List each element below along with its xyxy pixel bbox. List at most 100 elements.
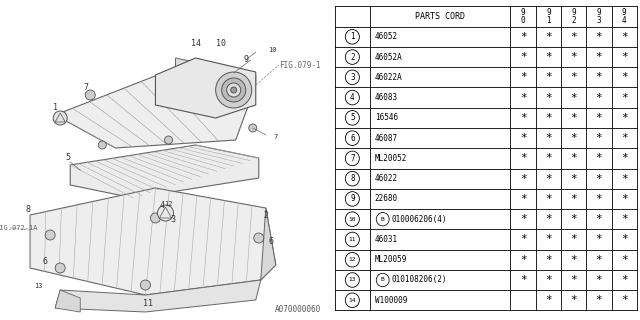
Text: 9
0: 9 0 (521, 8, 525, 25)
Circle shape (249, 124, 257, 132)
Circle shape (221, 78, 246, 102)
Circle shape (253, 233, 264, 243)
Text: 13: 13 (349, 277, 356, 283)
Text: *: * (596, 133, 602, 143)
Text: 11: 11 (143, 300, 154, 308)
Text: 9: 9 (350, 195, 355, 204)
Text: W100009: W100009 (374, 296, 407, 305)
Text: *: * (520, 52, 527, 62)
Polygon shape (156, 58, 256, 118)
Text: *: * (545, 214, 552, 224)
Circle shape (230, 87, 237, 93)
Polygon shape (55, 280, 260, 312)
Text: *: * (520, 72, 527, 82)
Text: *: * (621, 153, 628, 164)
Text: B: B (381, 277, 385, 283)
Text: 9
3: 9 3 (596, 8, 602, 25)
Text: 010006206(4): 010006206(4) (392, 215, 447, 224)
Text: *: * (545, 255, 552, 265)
Text: *: * (621, 92, 628, 103)
Text: *: * (621, 174, 628, 184)
Text: 10: 10 (216, 38, 226, 47)
Text: 2: 2 (263, 211, 268, 220)
Text: 9
2: 9 2 (572, 8, 576, 25)
Text: *: * (596, 194, 602, 204)
Text: *: * (545, 295, 552, 305)
Text: 9: 9 (243, 55, 248, 65)
Text: *: * (520, 255, 527, 265)
Text: *: * (570, 72, 577, 82)
Text: *: * (545, 194, 552, 204)
Text: *: * (621, 194, 628, 204)
Text: *: * (621, 32, 628, 42)
Text: *: * (520, 194, 527, 204)
Text: 7: 7 (274, 134, 278, 140)
Text: *: * (520, 92, 527, 103)
Text: *: * (570, 113, 577, 123)
Text: *: * (621, 133, 628, 143)
Text: 10: 10 (349, 217, 356, 222)
Text: *: * (596, 275, 602, 285)
Text: *: * (621, 235, 628, 244)
Text: *: * (621, 214, 628, 224)
Text: 3: 3 (350, 73, 355, 82)
Text: *: * (570, 295, 577, 305)
Text: *: * (596, 92, 602, 103)
Text: *: * (545, 52, 552, 62)
Text: *: * (596, 72, 602, 82)
Text: *: * (520, 174, 527, 184)
Text: 46022A: 46022A (374, 73, 403, 82)
Text: *: * (545, 133, 552, 143)
Polygon shape (55, 290, 80, 312)
Text: *: * (545, 32, 552, 42)
Circle shape (53, 111, 67, 125)
Polygon shape (175, 58, 256, 85)
Circle shape (85, 90, 95, 100)
Text: *: * (545, 174, 552, 184)
Text: *: * (596, 295, 602, 305)
Text: ML20052: ML20052 (374, 154, 407, 163)
Text: *: * (520, 32, 527, 42)
Circle shape (216, 72, 252, 108)
Circle shape (150, 213, 161, 223)
Text: *: * (596, 255, 602, 265)
Text: 9
1: 9 1 (546, 8, 550, 25)
Text: *: * (596, 174, 602, 184)
Text: *: * (570, 275, 577, 285)
Text: *: * (596, 153, 602, 164)
Text: 22680: 22680 (374, 195, 398, 204)
Text: 12: 12 (349, 257, 356, 262)
Text: *: * (545, 113, 552, 123)
Text: 1: 1 (350, 32, 355, 41)
Polygon shape (70, 145, 259, 198)
Text: PARTS CORD: PARTS CORD (415, 12, 465, 21)
Text: *: * (570, 194, 577, 204)
Circle shape (140, 280, 150, 290)
Text: 4: 4 (350, 93, 355, 102)
Text: 6: 6 (350, 134, 355, 143)
Text: 8: 8 (26, 204, 31, 213)
Text: 5: 5 (350, 113, 355, 122)
Text: 7: 7 (350, 154, 355, 163)
Text: B: B (381, 217, 385, 222)
Text: 6: 6 (268, 237, 273, 246)
Text: 12: 12 (164, 201, 173, 207)
Text: *: * (596, 52, 602, 62)
Text: *: * (545, 92, 552, 103)
Text: 46031: 46031 (374, 235, 398, 244)
Text: *: * (545, 235, 552, 244)
Polygon shape (55, 68, 256, 148)
Text: *: * (570, 32, 577, 42)
Text: *: * (621, 295, 628, 305)
Text: *: * (570, 52, 577, 62)
Circle shape (157, 205, 173, 221)
Text: 6: 6 (43, 258, 47, 267)
Text: *: * (570, 92, 577, 103)
Text: FIG.079-1: FIG.079-1 (279, 60, 321, 69)
Text: *: * (596, 214, 602, 224)
Text: *: * (545, 275, 552, 285)
Text: 46052: 46052 (374, 32, 398, 41)
Text: *: * (520, 133, 527, 143)
Text: 14: 14 (349, 298, 356, 303)
Text: ML20059: ML20059 (374, 255, 407, 264)
